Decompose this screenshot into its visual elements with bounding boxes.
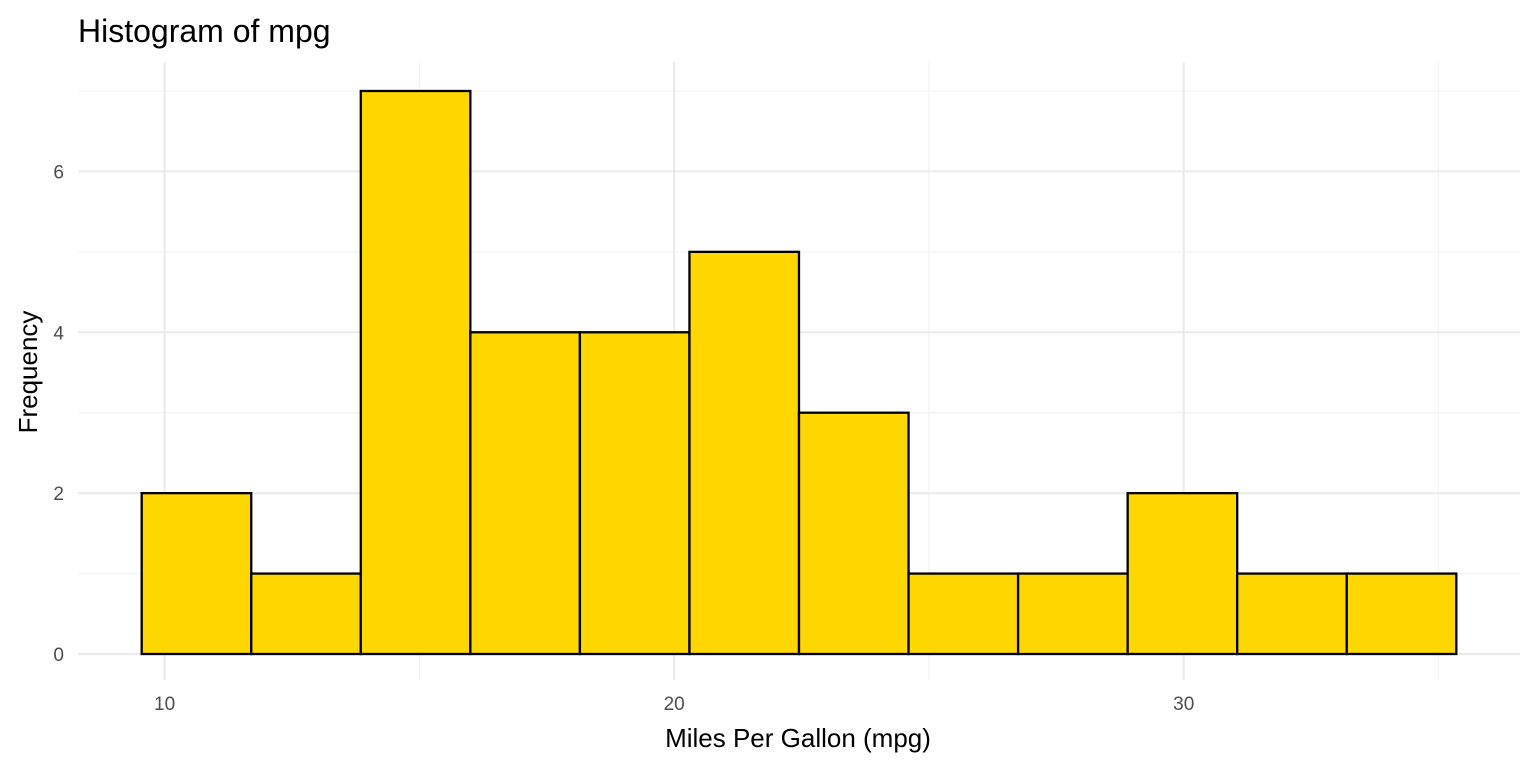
- y-tick-label: 4: [53, 323, 64, 344]
- histogram-bar: [688, 250, 801, 656]
- histogram-bar: [1236, 572, 1348, 656]
- y-tick-label: 2: [53, 484, 64, 505]
- histogram-bar: [907, 572, 1020, 656]
- histogram-bar: [469, 331, 582, 656]
- histogram-bar: [578, 331, 691, 656]
- histogram-bar: [1345, 572, 1458, 656]
- histogram-bar: [1016, 572, 1129, 656]
- y-axis-title: Frequency: [13, 311, 43, 434]
- x-tick-label: 10: [154, 694, 175, 715]
- x-axis-ticks: 10 20 30: [154, 694, 1194, 715]
- y-axis-ticks: 0 2 4 6: [53, 162, 64, 666]
- histogram-bar: [140, 491, 253, 656]
- histogram-bar: [250, 572, 362, 656]
- histogram-bar: [797, 411, 910, 656]
- x-tick-label: 20: [664, 694, 685, 715]
- histogram-bars: [140, 89, 1458, 656]
- x-tick-label: 30: [1173, 694, 1194, 715]
- histogram-bar: [1126, 491, 1239, 656]
- y-tick-label: 6: [53, 162, 64, 183]
- y-tick-label: 0: [53, 645, 64, 666]
- chart-title: Histogram of mpg: [78, 13, 331, 49]
- x-axis-title: Miles Per Gallon (mpg): [665, 723, 931, 753]
- histogram-bar: [359, 89, 472, 656]
